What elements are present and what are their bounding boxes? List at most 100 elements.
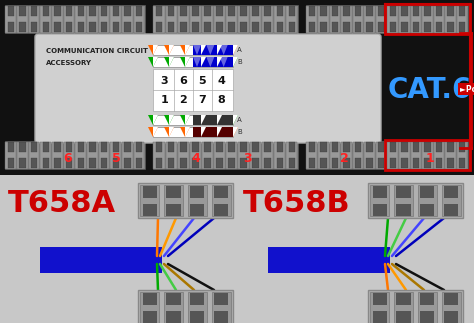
Bar	[228, 6, 235, 16]
Bar	[447, 22, 454, 32]
Bar	[309, 22, 315, 32]
Bar	[366, 22, 373, 32]
Bar	[156, 142, 163, 152]
Bar	[422, 141, 433, 169]
Bar	[343, 22, 350, 32]
Bar	[401, 142, 408, 152]
Bar	[413, 22, 419, 32]
Bar	[78, 142, 84, 152]
Bar	[274, 141, 285, 169]
Bar	[286, 5, 298, 33]
Bar	[180, 22, 187, 32]
Bar	[442, 185, 461, 216]
Text: 6: 6	[180, 76, 187, 86]
Bar	[240, 6, 247, 16]
Bar	[447, 6, 454, 16]
Bar	[216, 142, 223, 152]
Bar	[214, 186, 228, 198]
Bar	[0, 0, 474, 175]
Bar	[264, 6, 271, 16]
Bar	[153, 69, 233, 111]
Bar	[134, 141, 145, 169]
Bar	[66, 158, 73, 168]
Polygon shape	[164, 115, 174, 125]
Bar	[101, 22, 108, 32]
Bar	[113, 158, 119, 168]
Bar	[332, 6, 338, 16]
Bar	[320, 142, 327, 152]
Polygon shape	[196, 57, 206, 67]
Text: 1: 1	[161, 95, 168, 105]
Bar	[166, 204, 181, 216]
Bar	[459, 22, 465, 32]
Text: COMMUNICATION CIRCUIT: COMMUNICATION CIRCUIT	[46, 48, 148, 54]
Text: A: A	[237, 117, 242, 123]
Bar	[78, 6, 84, 16]
Bar	[286, 141, 298, 169]
Bar	[122, 5, 133, 33]
Text: 4: 4	[191, 151, 201, 164]
Bar	[365, 5, 375, 33]
Bar	[373, 311, 387, 323]
Bar	[52, 141, 63, 169]
Bar	[156, 6, 163, 16]
Bar	[101, 142, 108, 152]
Bar	[309, 6, 315, 16]
Bar	[442, 292, 461, 323]
Bar	[166, 186, 181, 198]
Bar	[320, 6, 327, 16]
Polygon shape	[148, 115, 158, 125]
Polygon shape	[169, 115, 174, 125]
Bar	[64, 141, 74, 169]
Bar	[343, 6, 350, 16]
Bar	[268, 247, 390, 273]
Bar	[193, 127, 233, 137]
Bar	[66, 22, 73, 32]
Bar	[396, 186, 411, 198]
Bar	[101, 6, 108, 16]
Text: 8: 8	[218, 95, 225, 105]
Bar	[355, 158, 361, 168]
Bar	[192, 22, 199, 32]
Bar	[89, 22, 96, 32]
Text: 7: 7	[199, 95, 206, 105]
Bar	[457, 5, 467, 33]
Bar	[424, 158, 431, 168]
Polygon shape	[196, 115, 206, 125]
Bar	[264, 142, 271, 152]
Bar	[204, 6, 211, 16]
Polygon shape	[219, 57, 228, 67]
Text: 3: 3	[244, 151, 252, 164]
Bar	[124, 22, 131, 32]
Bar	[373, 204, 387, 216]
Bar	[264, 158, 271, 168]
Bar	[401, 158, 408, 168]
Text: ACCESSORY: ACCESSORY	[46, 60, 92, 66]
Bar	[214, 204, 228, 216]
Bar	[390, 142, 396, 152]
Bar	[202, 141, 213, 169]
Bar	[390, 6, 396, 16]
Bar	[459, 142, 465, 152]
Polygon shape	[233, 127, 238, 137]
Bar	[373, 293, 387, 305]
FancyBboxPatch shape	[35, 34, 381, 143]
Bar	[211, 185, 231, 216]
Bar	[366, 158, 373, 168]
Bar	[320, 22, 327, 32]
Bar	[66, 142, 73, 152]
Text: ►Port 1: ►Port 1	[460, 85, 474, 93]
Bar	[343, 142, 350, 152]
Bar	[368, 183, 463, 218]
Bar	[396, 204, 411, 216]
Bar	[399, 141, 410, 169]
Bar	[165, 5, 177, 33]
Bar	[332, 22, 338, 32]
Polygon shape	[212, 57, 222, 67]
Bar	[418, 292, 437, 323]
Bar	[413, 158, 419, 168]
Bar	[78, 22, 84, 32]
Bar	[274, 5, 285, 33]
Polygon shape	[164, 45, 174, 55]
Bar	[289, 142, 295, 152]
